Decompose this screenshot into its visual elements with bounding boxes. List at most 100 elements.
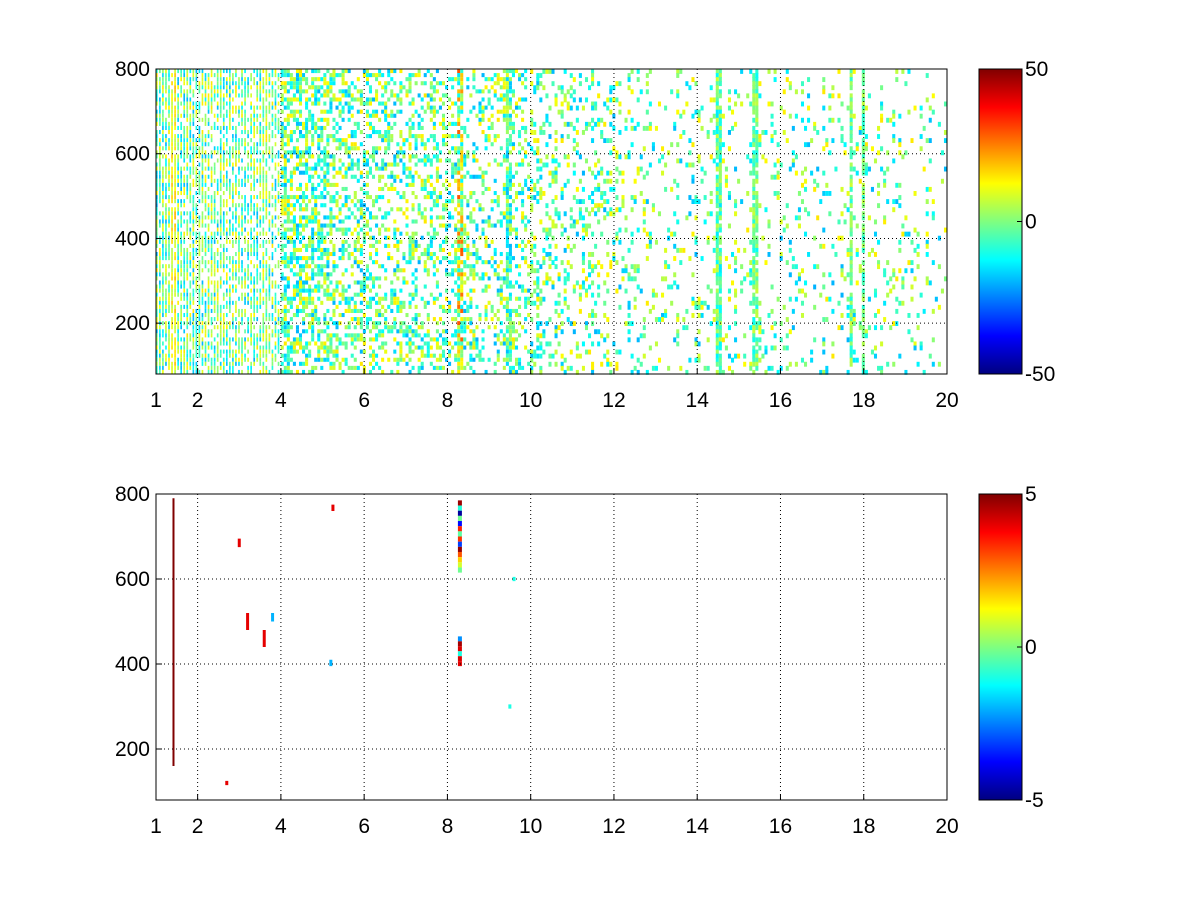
heatmap-cell — [329, 211, 333, 216]
heatmap-cell — [159, 272, 161, 277]
heatmap-cell — [283, 178, 287, 183]
heatmap-cell — [368, 211, 372, 216]
heatmap-cell — [298, 162, 303, 167]
heatmap-cell — [344, 138, 348, 143]
heatmap-cell — [441, 117, 446, 122]
heatmap-cell — [460, 239, 464, 244]
heatmap-cell — [548, 252, 552, 257]
heatmap-cell — [195, 239, 198, 244]
heatmap-cell — [168, 215, 170, 220]
heatmap-cell — [265, 349, 268, 354]
heatmap-cell — [259, 329, 262, 334]
heatmap-cell — [186, 223, 189, 228]
heatmap-cell — [162, 186, 164, 191]
heatmap-cell — [210, 178, 213, 183]
heatmap-cell — [265, 191, 268, 196]
heatmap-cell — [186, 150, 189, 155]
heatmap-cell — [192, 142, 195, 147]
heatmap-cell — [317, 280, 321, 285]
heatmap-cell — [207, 369, 210, 374]
heatmap-cell — [265, 231, 268, 236]
heatmap-cell — [326, 215, 330, 220]
heatmap-cell — [454, 121, 458, 126]
heatmap-cell — [493, 73, 497, 78]
heatmap-cell — [280, 308, 284, 313]
heatmap-cell — [165, 170, 167, 175]
heatmap-cell — [384, 150, 388, 155]
heatmap-cell — [219, 219, 222, 224]
heatmap-cell — [533, 243, 537, 249]
heatmap-cell — [438, 317, 442, 322]
heatmap-cell — [213, 325, 216, 330]
heatmap-cell — [365, 300, 369, 305]
heatmap-cell — [253, 170, 256, 175]
heatmap-cell — [505, 154, 509, 159]
heatmap-cell — [235, 341, 237, 346]
heatmap-cell — [183, 272, 186, 277]
heatmap-cell — [225, 341, 228, 346]
heatmap-cell — [356, 321, 360, 326]
heatmap-cell — [426, 268, 430, 273]
heatmap-cell — [457, 260, 461, 265]
heatmap-cell — [359, 349, 363, 354]
heatmap-cell — [198, 349, 201, 354]
heatmap-cell — [308, 292, 312, 297]
heatmap-cell — [229, 308, 231, 313]
heatmap-cell — [372, 174, 376, 179]
heatmap-cell — [222, 121, 225, 126]
heatmap-cell — [505, 252, 509, 257]
heatmap-cell — [353, 243, 357, 248]
heatmap-cell — [338, 211, 342, 216]
heatmap-cell — [326, 121, 330, 126]
heatmap-cell — [326, 178, 330, 183]
heatmap-cell — [308, 288, 312, 293]
heatmap-cell — [241, 345, 243, 350]
heatmap-cell — [311, 121, 315, 126]
heatmap-cell — [195, 69, 198, 74]
heatmap-cell — [353, 85, 357, 90]
heatmap-cell — [292, 223, 296, 228]
heatmap-cell — [180, 235, 183, 240]
heatmap-cell — [308, 166, 312, 171]
heatmap-cell — [280, 203, 284, 208]
heatmap-cell — [177, 174, 179, 179]
heatmap-cell — [229, 150, 231, 155]
heatmap-cell — [162, 69, 164, 74]
heatmap-cell — [469, 353, 473, 358]
heatmap-cell — [466, 247, 470, 252]
heatmap-cell — [347, 101, 351, 106]
heatmap-cell — [423, 268, 427, 273]
heatmap-cell — [466, 243, 470, 248]
heatmap-cell — [219, 85, 222, 90]
heatmap-cell — [165, 333, 167, 338]
heatmap-cell — [505, 227, 509, 232]
heatmap-cell — [289, 219, 293, 224]
heatmap-cell — [368, 296, 372, 301]
heatmap-cell — [222, 365, 225, 370]
heatmap-cell — [344, 239, 348, 244]
heatmap-cell — [244, 292, 246, 297]
heatmap-cell — [171, 252, 173, 257]
heatmap-cell — [408, 89, 412, 94]
heatmap-cell — [204, 345, 207, 350]
heatmap-cell — [253, 150, 256, 155]
heatmap-cell — [210, 329, 213, 334]
heatmap-cell — [204, 113, 207, 118]
heatmap-cell — [229, 361, 231, 366]
heatmap-cell — [511, 146, 515, 151]
heatmap-cell — [262, 317, 265, 322]
heatmap-cell — [417, 207, 421, 212]
heatmap-cell — [168, 162, 170, 167]
heatmap-cell — [159, 280, 161, 285]
heatmap-cell — [186, 154, 189, 159]
heatmap-cell — [302, 345, 306, 350]
heatmap-cell — [414, 162, 418, 167]
heatmap-cell — [514, 69, 519, 74]
heatmap-cell — [533, 235, 537, 241]
heatmap-cell — [232, 203, 234, 208]
heatmap-cell — [298, 308, 303, 313]
heatmap-cell — [311, 317, 315, 322]
heatmap-cell — [216, 300, 219, 305]
heatmap-cell — [438, 174, 442, 179]
heatmap-cell — [441, 223, 446, 228]
